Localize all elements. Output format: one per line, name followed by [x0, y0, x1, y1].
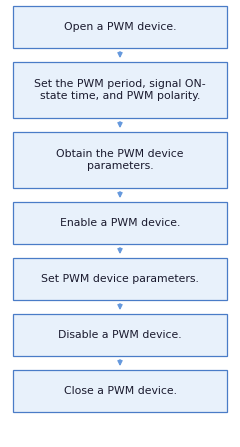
Text: Obtain the PWM device
parameters.: Obtain the PWM device parameters.	[56, 148, 184, 171]
FancyBboxPatch shape	[13, 202, 227, 244]
FancyBboxPatch shape	[13, 370, 227, 412]
Text: Enable a PWM device.: Enable a PWM device.	[60, 218, 180, 228]
FancyBboxPatch shape	[13, 62, 227, 118]
Text: Set PWM device parameters.: Set PWM device parameters.	[41, 274, 199, 284]
Text: Open a PWM device.: Open a PWM device.	[64, 22, 176, 32]
FancyBboxPatch shape	[13, 132, 227, 188]
Text: Set the PWM period, signal ON-
state time, and PWM polarity.: Set the PWM period, signal ON- state tim…	[34, 79, 206, 101]
Text: Close a PWM device.: Close a PWM device.	[64, 386, 176, 396]
FancyBboxPatch shape	[13, 258, 227, 300]
Text: Disable a PWM device.: Disable a PWM device.	[58, 330, 182, 340]
FancyBboxPatch shape	[13, 6, 227, 48]
FancyBboxPatch shape	[13, 314, 227, 356]
